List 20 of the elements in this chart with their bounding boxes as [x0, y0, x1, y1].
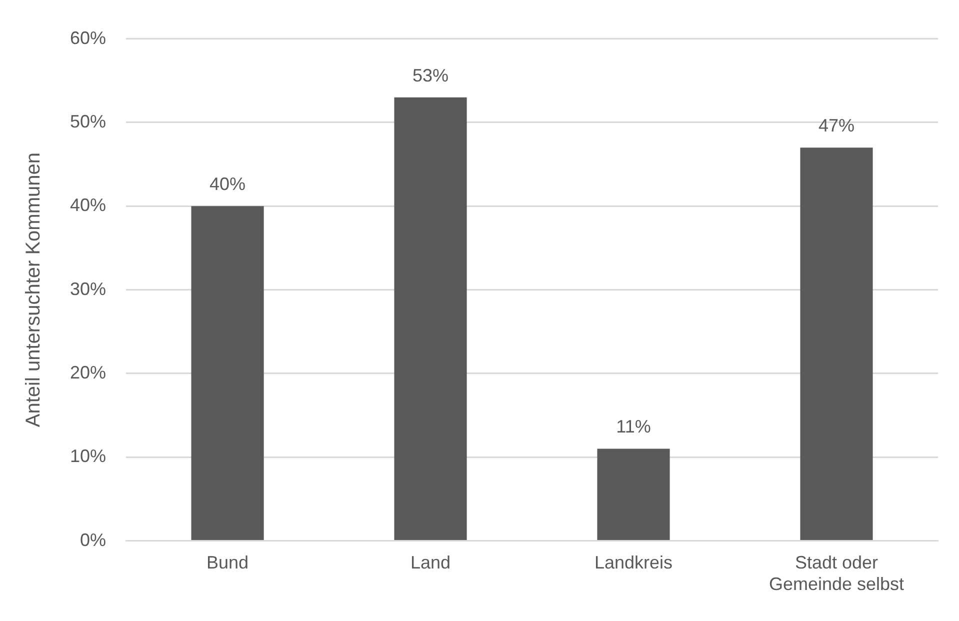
data-label: 53% — [412, 65, 449, 86]
y-tick-label: 20% — [70, 362, 106, 382]
y-tick-label: 30% — [70, 278, 106, 299]
y-axis-title: Anteil untersuchter Kommunen — [22, 152, 45, 428]
y-tick-label: 10% — [70, 446, 106, 466]
bar — [597, 448, 670, 540]
x-tick-label: Stadt oder Gemeinde selbst — [768, 552, 904, 594]
y-tick-label: 0% — [80, 530, 106, 550]
data-label: 47% — [818, 116, 855, 136]
bar — [800, 148, 873, 540]
x-tick-label: Landkreis — [594, 552, 673, 573]
data-label: 40% — [210, 174, 246, 194]
bar — [394, 97, 467, 540]
x-tick-label: Bund — [206, 552, 249, 573]
y-tick-label: 60% — [70, 28, 106, 48]
y-tick-label: 50% — [70, 111, 106, 132]
y-tick-label: 40% — [70, 195, 106, 216]
x-tick-label: Land — [410, 552, 451, 573]
bar — [191, 206, 264, 540]
data-label: 11% — [616, 416, 651, 437]
